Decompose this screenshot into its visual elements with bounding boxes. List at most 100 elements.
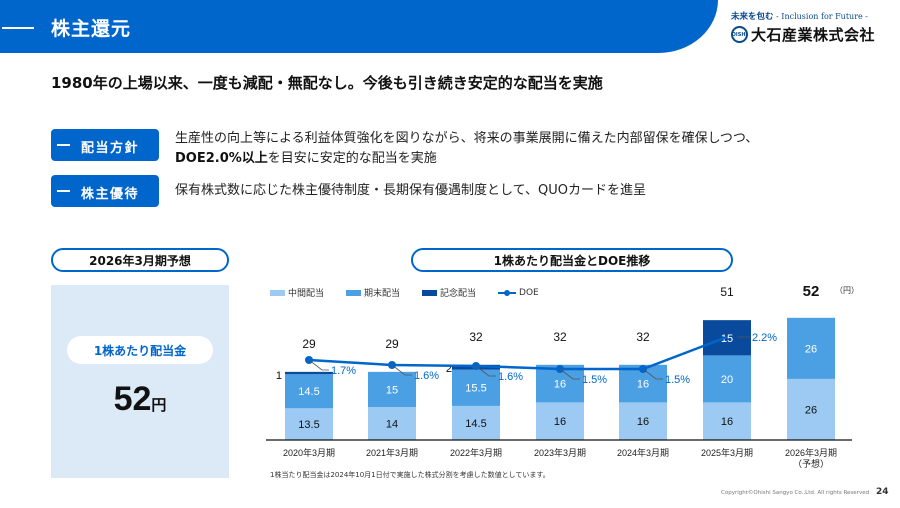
segment-label: 14.5 bbox=[298, 386, 319, 398]
doe-label: 1.7% bbox=[331, 365, 356, 377]
forecast-number: 52 bbox=[113, 380, 152, 418]
header-dash bbox=[2, 27, 34, 29]
category-label: 2026年3月期 bbox=[785, 447, 837, 458]
segment-label: 20 bbox=[721, 374, 733, 386]
forecast-unit: 円 bbox=[151, 396, 167, 414]
category-label: 2025年3月期 bbox=[701, 447, 753, 458]
doe-label: 1.5% bbox=[582, 374, 607, 386]
category-label: 2021年3月期 bbox=[366, 447, 418, 458]
total-label: 51 bbox=[720, 285, 734, 299]
legend-swatch-year-end bbox=[346, 289, 362, 296]
bar-segment bbox=[703, 402, 751, 440]
segment-label: 15.5 bbox=[465, 383, 486, 395]
segment-label: 16 bbox=[637, 416, 649, 428]
legend-line-doe-icon bbox=[498, 289, 517, 296]
tagline-en: - Inclusion for Future - bbox=[773, 12, 869, 21]
forecast-title: 2026年3月期予想 bbox=[51, 248, 229, 272]
doe-label: 1.6% bbox=[498, 371, 523, 383]
legend-item-doe: DOE bbox=[498, 288, 539, 298]
category-label: 2024年3月期 bbox=[617, 447, 669, 458]
legend-label: 中間配当 bbox=[288, 289, 325, 299]
header-band bbox=[0, 0, 718, 53]
logo-mark-icon: OISHI bbox=[731, 26, 748, 43]
doe-label: 1.6% bbox=[414, 370, 439, 382]
segment-label: 16 bbox=[637, 379, 649, 391]
company-logo: OISHI 大石産業株式会社 bbox=[731, 24, 875, 45]
header: 株主還元 未来を包む - Inclusion for Future - OISH… bbox=[0, 0, 900, 53]
bar-segment bbox=[368, 371, 416, 408]
policy-text-line2-rest: を目安に安定的な配当を実施 bbox=[267, 151, 437, 166]
bar-segment bbox=[452, 369, 500, 406]
policy-text-dividend: 生産性の向上等による利益体質強化を図りながら、将来の事業展開に備えた内部留保を確… bbox=[175, 129, 758, 169]
total-label: 32 bbox=[636, 330, 650, 344]
bar-segment bbox=[285, 371, 333, 375]
segment-label: 16 bbox=[721, 416, 733, 428]
copyright: Copyright©Ohishi Sangyo Co.,Ltd. All rig… bbox=[721, 490, 870, 496]
segment-label: 15 bbox=[721, 333, 733, 345]
tagline-jp: 未来を包む bbox=[731, 12, 774, 22]
doe-line bbox=[308, 335, 728, 371]
tag-dash bbox=[57, 190, 70, 192]
category-label: （予想） bbox=[793, 458, 829, 469]
legend-item-interim: 中間配当 bbox=[270, 286, 324, 299]
policy-text-benefit: 保有株式数に応じた株主優待制度・長期保有優遇制度として、QUOカードを進呈 bbox=[175, 183, 646, 198]
legend-swatch-interim bbox=[270, 289, 285, 296]
segment-label: 14 bbox=[386, 419, 398, 431]
legend-label: 期末配当 bbox=[364, 289, 401, 299]
segment-label: 13.5 bbox=[298, 419, 319, 431]
total-label: 52 bbox=[803, 283, 820, 300]
doe-target: DOE2.0%以上 bbox=[175, 151, 268, 166]
commemorative-label: 2 bbox=[446, 363, 452, 375]
doe-point bbox=[388, 361, 396, 369]
bar-segment bbox=[368, 407, 416, 440]
commemorative-label: 1 bbox=[276, 370, 282, 382]
forecast-label: 1株あたり配当金 bbox=[67, 336, 213, 364]
chart-title: 1株あたり配当金とDOE推移 bbox=[411, 248, 733, 272]
segment-label: 14.5 bbox=[465, 418, 486, 430]
chart-unit-label: （円） bbox=[835, 286, 859, 295]
company-tagline: 未来を包む - Inclusion for Future - bbox=[731, 10, 868, 22]
bar-segment bbox=[703, 355, 751, 403]
total-label: 29 bbox=[302, 337, 316, 351]
segment-label: 26 bbox=[805, 404, 817, 416]
doe-point bbox=[305, 356, 313, 364]
bar-segment bbox=[452, 364, 500, 370]
doe-label: 2.2% bbox=[752, 332, 777, 344]
bar-segment bbox=[285, 408, 333, 440]
bar-segment bbox=[536, 402, 584, 440]
policy-text-line2: DOE2.0%以上を目安に安定的な配当を実施 bbox=[175, 149, 758, 169]
policy-tag-label: 株主優待 bbox=[81, 187, 140, 202]
legend-item-year-end: 期末配当 bbox=[346, 286, 400, 299]
policy-tag-benefit: 株主優待 bbox=[51, 175, 159, 207]
policy-row-dividend: 配当方針 生産性の向上等による利益体質強化を図りながら、将来の事業展開に備えた内… bbox=[51, 129, 758, 166]
segment-label: 15 bbox=[386, 384, 398, 396]
page-title: 株主還元 bbox=[51, 18, 132, 40]
bar-segment bbox=[285, 374, 333, 409]
forecast-value: 52円 bbox=[51, 380, 229, 419]
policy-text-line1: 生産性の向上等による利益体質強化を図りながら、将来の事業展開に備えた内部留保を確… bbox=[175, 131, 759, 146]
bar-segment bbox=[619, 364, 667, 403]
company-name: 大石産業株式会社 bbox=[751, 26, 876, 44]
category-label: 2023年3月期 bbox=[534, 447, 586, 458]
doe-label: 1.5% bbox=[665, 374, 690, 386]
category-label: 2020年3月期 bbox=[283, 447, 335, 458]
legend-item-commemorative: 記念配当 bbox=[422, 286, 476, 299]
segment-label: 26 bbox=[805, 343, 817, 355]
forecast-box: 1株あたり配当金 52円 bbox=[51, 285, 229, 478]
bar-segment bbox=[452, 405, 500, 440]
policy-tag-dividend: 配当方針 bbox=[51, 129, 159, 161]
legend-swatch-commemorative bbox=[422, 289, 438, 296]
doe-point bbox=[472, 362, 480, 370]
bar-segment bbox=[703, 320, 751, 356]
doe-point bbox=[639, 365, 647, 373]
total-label: 32 bbox=[469, 330, 483, 344]
tag-dash bbox=[57, 144, 70, 146]
footnote: 1株当たり配当金は2024年10月1日付で実施した株式分割を考慮した数値としてい… bbox=[270, 471, 550, 479]
total-label: 32 bbox=[553, 330, 567, 344]
legend-label: DOE bbox=[519, 287, 539, 298]
segment-label: 16 bbox=[554, 379, 566, 391]
segment-label: 16 bbox=[554, 416, 566, 428]
policy-tag-label: 配当方針 bbox=[81, 141, 140, 156]
policy-row-shareholder-benefit: 株主優待 保有株式数に応じた株主優待制度・長期保有優遇制度として、QUOカードを… bbox=[51, 175, 646, 207]
total-label: 29 bbox=[385, 337, 399, 351]
